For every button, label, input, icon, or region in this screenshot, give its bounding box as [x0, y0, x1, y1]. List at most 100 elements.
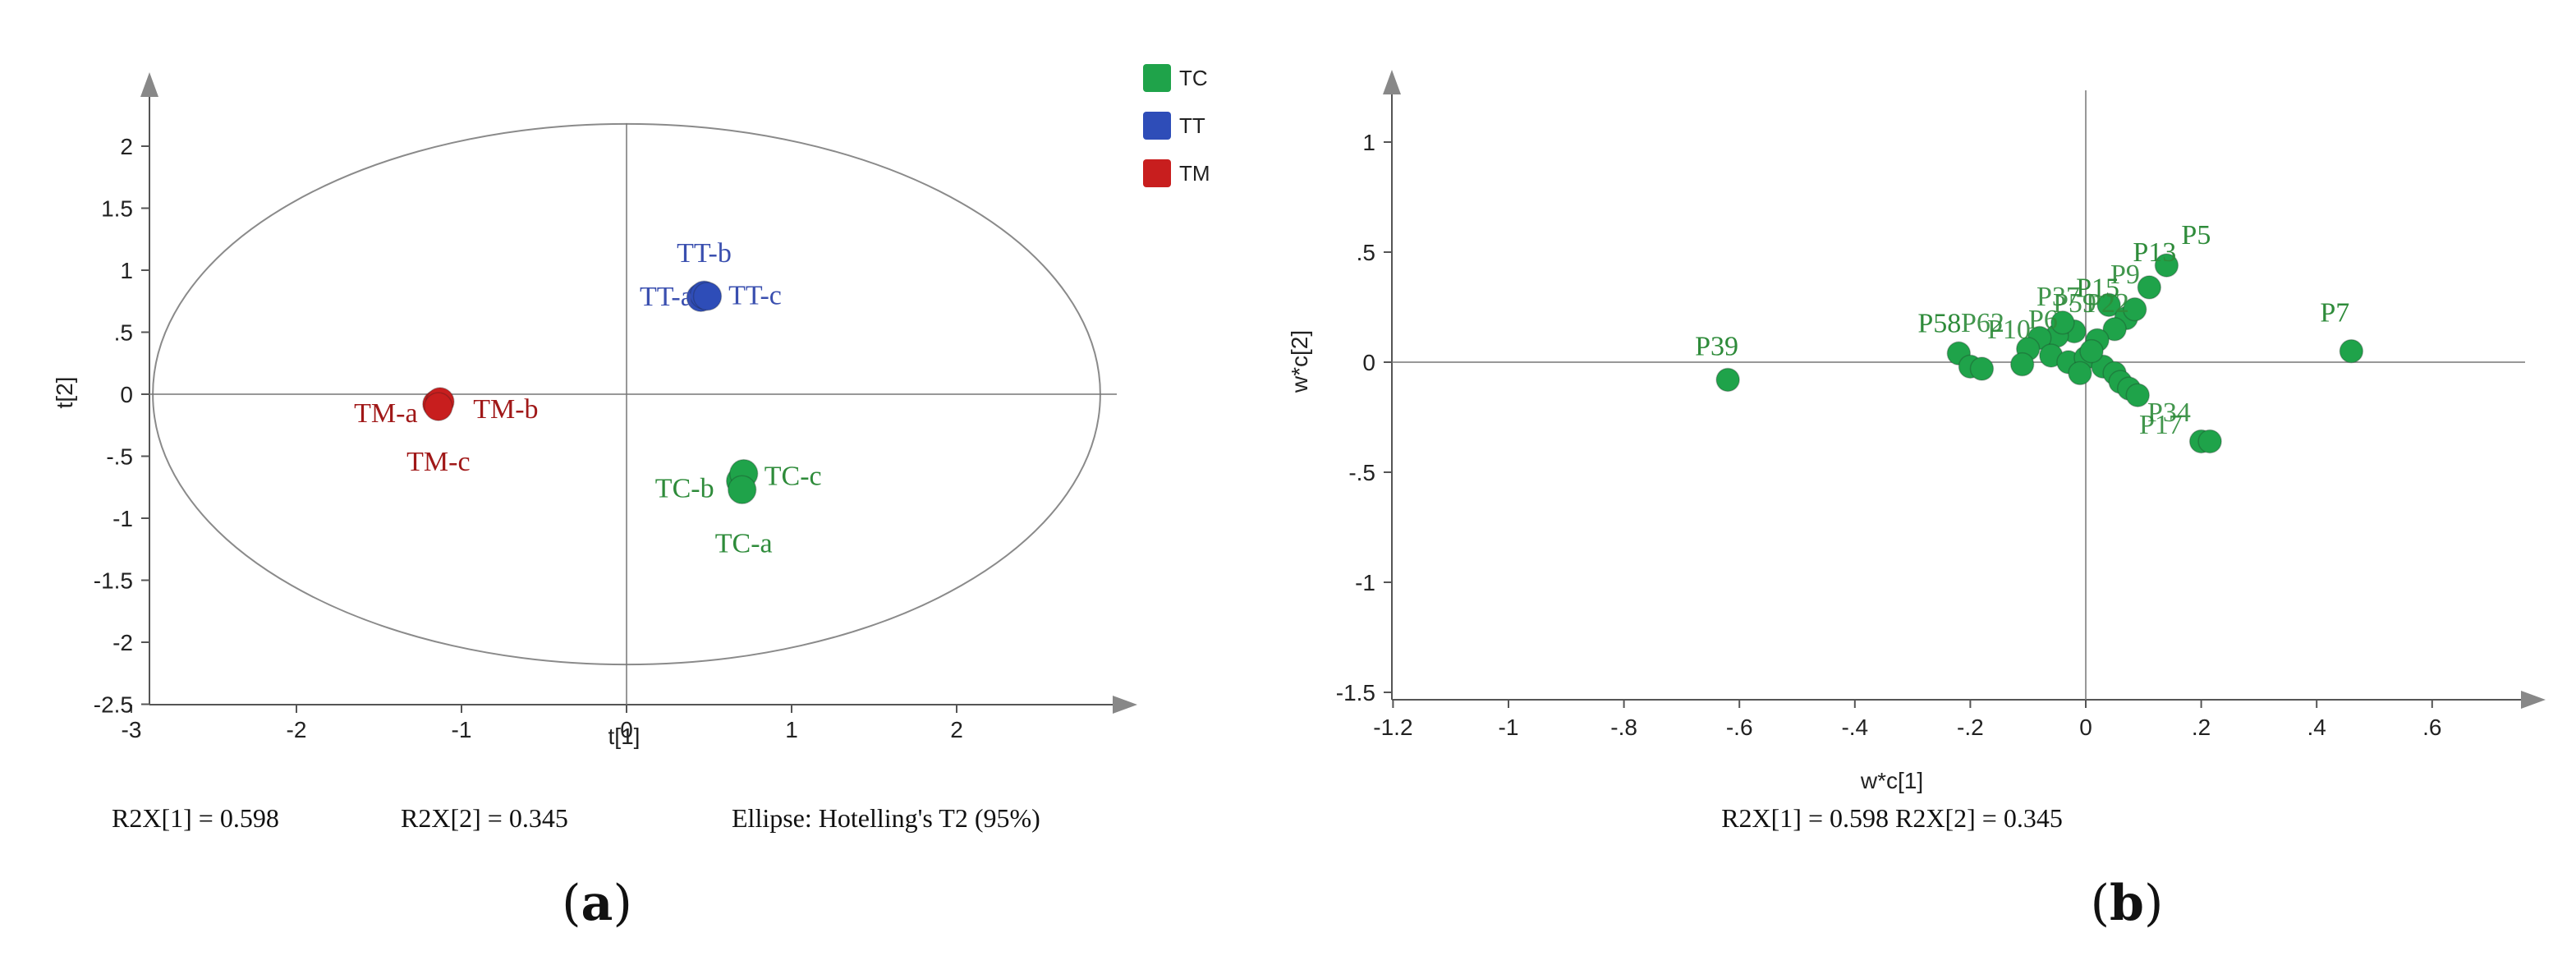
loading-point-p5	[2154, 253, 2179, 278]
panel-a-points	[422, 280, 759, 505]
score-label-tc-a: TC-a	[715, 528, 773, 558]
legend-swatch-tm	[1143, 159, 1171, 187]
loading-label-p13: P13	[2133, 237, 2176, 268]
panel-b-x-axis-arrow	[2521, 691, 2546, 709]
panel-b-x-tick-label: .2	[2192, 715, 2211, 740]
loading-label-p15: P15	[2076, 273, 2119, 303]
score-label-tc-c: TC-c	[765, 462, 822, 492]
panel-a-y-tick-label: -1.5	[94, 568, 133, 594]
panel-a-y-tick-label: -1	[112, 506, 133, 531]
score-label-tc-b: TC-b	[655, 474, 714, 504]
panel-label-a-close: )	[613, 875, 631, 932]
score-label-tm-a: TM-a	[354, 398, 417, 429]
panel-a-footer-ellipse: Ellipse: Hotelling's T2 (95%)	[732, 803, 1040, 833]
panel-a-y-tick-label: 1	[120, 258, 133, 283]
panel-a-x-tick-label: -3	[122, 717, 142, 742]
panel-a-x-tick-label: 2	[950, 717, 963, 742]
panel-label-a: (a)	[562, 875, 632, 932]
panel-a-y-tick-label: 1.5	[101, 196, 133, 222]
panel-b-x-tick-label: -.6	[1726, 715, 1753, 740]
loading-point	[2050, 310, 2075, 335]
panel-a-x-tick-label: 0	[620, 717, 633, 742]
loading-point	[2068, 361, 2092, 386]
panel-a-y-tick-label: -2	[112, 630, 133, 655]
loading-point-p15	[2096, 292, 2121, 318]
score-label-tm-c: TM-c	[406, 447, 470, 477]
overlap-label-p22: P22	[2086, 288, 2129, 319]
panel-a-y-axis-title: t[2]	[52, 377, 77, 409]
panel-a-x-tick-label: -1	[452, 717, 472, 742]
panel-label-a-open: (	[562, 875, 581, 932]
loading-label-p7: P7	[2320, 298, 2349, 329]
panel-b-y-tick-label: -1.5	[1336, 680, 1375, 705]
panel-a-axes	[140, 72, 1137, 714]
score-label-tm-b: TM-b	[473, 394, 538, 425]
overlap-label-p59: P59	[2053, 288, 2096, 319]
loading-label-p5: P5	[2181, 220, 2211, 250]
panel-a-y-tick-label: 0	[120, 382, 133, 407]
panel-b-axes	[1383, 70, 2546, 709]
panel-a-footer-r2x1: R2X[1] = 0.598	[112, 803, 279, 833]
score-label-tt-a: TT-a	[640, 282, 693, 312]
loading-label-p58: P58	[1917, 308, 1961, 338]
panel-b-y-tick-label: 1	[1362, 130, 1375, 155]
panel-a-point-labels: TT-a TT-b TT-c TM-a TM-bTM-c TC-b TC-c TC-a	[354, 238, 822, 558]
overlap-label-p62: P62	[1961, 308, 2004, 338]
score-point-tm-c	[424, 392, 453, 421]
panel-label-b-open: (	[2091, 875, 2110, 932]
overlap-label-p10: P10	[1987, 315, 2031, 345]
panel-label-a-letter: a	[581, 875, 613, 932]
loading-point	[1969, 356, 1995, 381]
panel-a-y-tick-label: 2	[120, 134, 133, 159]
score-label-tt-c: TT-c	[728, 281, 782, 311]
panel-a-x-axis-arrow	[1113, 696, 1137, 714]
loading-point	[2102, 317, 2127, 342]
panel-b-x-tick-label: -.4	[1841, 715, 1868, 740]
panel-a-y-tick-label: .5	[114, 320, 133, 346]
loading-point-p7	[2339, 338, 2364, 364]
overlap-label-p37: P37	[2036, 282, 2080, 312]
panel-b-footer: R2X[1] = 0.598 R2X[2] = 0.345	[1721, 803, 2063, 833]
panel-b-y-tick-label: -1	[1355, 570, 1375, 595]
legend-swatch-tc	[1143, 64, 1171, 92]
panel-a-y-tick-label: -.5	[106, 444, 133, 470]
panel-a-x-tick-label: -2	[287, 717, 307, 742]
panel-b-x-tick-label: .6	[2422, 715, 2441, 740]
panel-b-y-tick-label: .5	[1357, 240, 1375, 265]
loading-point-p39	[1715, 367, 1740, 393]
panel-label-b-close: )	[2144, 875, 2163, 932]
overlap-label-p6: P6	[2028, 305, 2058, 335]
panel-a-footer-r2x2: R2X[2] = 0.345	[401, 803, 568, 833]
panel-b-x-tick-label: -.8	[1610, 715, 1637, 740]
panel-b-y-tick-label: 0	[1362, 350, 1375, 375]
panel-b-x-ticks: -1.2 -1 -.8 -.6 -.4 -.2 0 .2 .4 .6	[1373, 700, 2441, 740]
panel-a-y-tick-label: -2.5	[94, 692, 133, 718]
panel-b-x-tick-label: -1.2	[1373, 715, 1412, 740]
panel-b-y-tick-label: -.5	[1348, 460, 1375, 485]
legend-swatch-tt	[1143, 112, 1171, 140]
panel-b-x-tick-label: 0	[2079, 715, 2092, 740]
overlap-label-p34: P34	[2147, 397, 2191, 428]
legend-label-tm: TM	[1179, 161, 1210, 186]
panel-a-chart: -3 -2 -1 0 1 2 21.51.50-.5-1-1.5-2-2.5 TT-aTT…	[52, 64, 1210, 932]
panel-b-x-axis-title: w*c[1]	[1860, 768, 1923, 793]
score-label-tt-b: TT-b	[677, 238, 732, 269]
panel-b-x-tick-label: .4	[2307, 715, 2326, 740]
loading-label-p39: P39	[1695, 331, 1738, 361]
loading-point	[2125, 383, 2151, 407]
overlap-label-p9: P9	[2110, 260, 2140, 290]
panel-b-x-tick-label: -.2	[1957, 715, 1984, 740]
panel-b-y-ticks: 1 .5 0 -.5 -1 -1.5	[1336, 130, 1392, 705]
loading-point	[2079, 338, 2104, 364]
panel-a-legend: TC TT TM	[1143, 64, 1210, 187]
score-point-tt-c	[692, 281, 723, 311]
panel-b-points	[1715, 253, 2364, 454]
panel-b-x-tick-label: -1	[1499, 715, 1519, 740]
loading-point	[2123, 296, 2147, 322]
panel-a-y-ticks: 21.51.50-.5-1-1.5-2-2.5	[94, 134, 149, 718]
panel-a-x-tick-label: 1	[785, 717, 798, 742]
overlap-label-p17: P17	[2139, 410, 2183, 440]
panel-a-x-ticks: -3 -2 -1 0 1 2	[122, 705, 963, 742]
